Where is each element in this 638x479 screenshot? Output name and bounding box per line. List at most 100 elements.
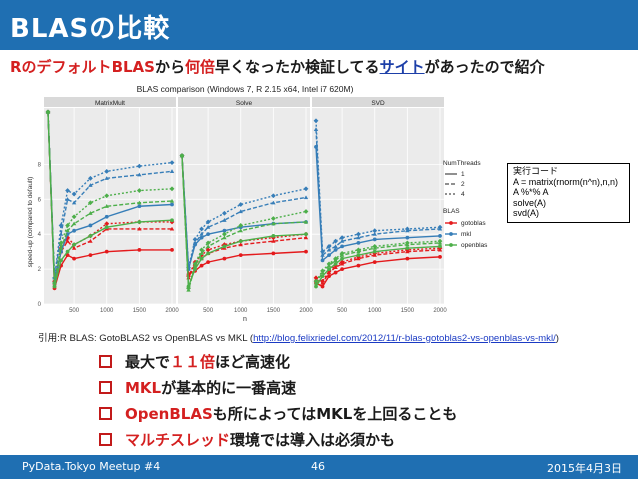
series-line-gotoblas-2 [181, 155, 307, 279]
bullet-list: 最大で１１倍ほど高速化 MKLが基本的に一番高速 OpenBLASも所によっては… [95, 349, 457, 453]
data-point [238, 239, 243, 244]
data-point [170, 247, 174, 252]
data-point [271, 221, 276, 226]
data-point [333, 247, 338, 252]
data-point [88, 253, 93, 258]
legend-blas-marker [449, 221, 453, 225]
slide-header: BLASの比較 [0, 0, 638, 50]
citation: 引用:R BLAS: GotoBLAS2 vs OpenBLAS vs MKL … [38, 330, 559, 344]
data-point [303, 209, 309, 214]
data-point [222, 231, 227, 237]
data-point [356, 235, 361, 240]
data-point [136, 188, 142, 193]
chart-y-axis-label: speed-up (compared to default) [27, 177, 34, 268]
legend-threads-label: 1 [461, 171, 465, 178]
checkbox-bullet-icon [99, 381, 112, 394]
data-point [199, 247, 204, 253]
bullet-text: ほど高速化 [215, 353, 291, 371]
data-point [333, 270, 338, 275]
bullet-text: が基本的に一番高速 [161, 379, 297, 397]
subtitle-part-4: 何倍 [184, 58, 215, 76]
panel-background [178, 108, 310, 304]
data-point [356, 247, 361, 253]
data-point [71, 221, 77, 226]
data-point [104, 204, 109, 208]
data-point [438, 254, 442, 259]
footer-date: 2015年4月3日 [547, 462, 622, 475]
subtitle-part-3: から [154, 58, 185, 76]
y-tick-label: 8 [38, 162, 42, 168]
code-box-title: 実行コード [513, 166, 559, 176]
x-tick-label: 1000 [100, 308, 114, 314]
panel-strip [178, 97, 310, 107]
data-point [304, 249, 308, 254]
data-point [326, 261, 332, 267]
citation-prefix: 引用:R BLAS: GotoBLAS2 vs OpenBLAS vs MKL … [38, 333, 254, 344]
slide-title: BLASの比較 [10, 14, 171, 44]
data-point [303, 219, 309, 224]
x-tick-label: 500 [69, 308, 80, 314]
data-point [320, 252, 325, 257]
bullet-item: OpenBLASも所によってはMKLを上回ることも [95, 401, 457, 427]
data-point [222, 244, 227, 249]
data-point [356, 241, 361, 245]
data-point [314, 284, 318, 289]
data-point [206, 251, 211, 256]
blas-comparison-figure: BLAS comparison (Windows 7, R 2.15 x64, … [20, 82, 460, 323]
data-point [205, 219, 211, 225]
data-point [304, 232, 308, 237]
subtitle-part-1: Rのデフォルト [10, 58, 112, 76]
data-point [65, 249, 70, 254]
data-point [238, 242, 243, 247]
panel-strip [312, 97, 444, 107]
data-point [271, 238, 276, 243]
data-point [137, 204, 142, 209]
data-point [327, 253, 331, 258]
data-point [356, 253, 361, 258]
data-point [88, 223, 93, 228]
legend-threads-label: 4 [461, 191, 465, 198]
data-point [222, 256, 227, 261]
data-point [271, 234, 276, 238]
data-point [206, 260, 211, 265]
series-line-openblas-4 [181, 155, 307, 289]
bullet-text: 最大で [125, 353, 171, 371]
data-point [65, 253, 70, 258]
data-point [333, 238, 338, 244]
data-point [88, 200, 93, 206]
data-point [372, 228, 378, 234]
data-point [205, 225, 211, 229]
y-tick-label: 4 [38, 232, 42, 238]
citation-suffix: ) [555, 333, 559, 344]
data-point [437, 224, 443, 230]
code-line: A %*% A [513, 187, 549, 197]
slide-footer: PyData.Tokyo Meetup #4 46 2015年4月3日 [0, 455, 638, 479]
data-point [205, 240, 211, 246]
data-point [438, 244, 442, 249]
legend-threads-title: NumThreads [443, 160, 481, 167]
data-point [72, 242, 77, 247]
legend-blas-label: mkl [461, 231, 472, 238]
data-point [238, 209, 243, 214]
series-line-mkl-4 [315, 120, 441, 254]
x-tick-label: 2000 [299, 308, 313, 314]
x-tick-label: 1500 [267, 308, 281, 314]
citation-link[interactable]: http://blog.felixriedel.com/2012/11/r-bl… [253, 333, 556, 344]
panel-strip-label: Solve [236, 100, 253, 107]
y-tick-label: 2 [38, 267, 42, 273]
data-point [222, 218, 227, 222]
data-point [192, 261, 198, 267]
series-line-mkl-2 [315, 129, 441, 257]
data-point [222, 228, 227, 233]
series-line-mkl-2 [181, 155, 307, 270]
data-point [71, 200, 77, 205]
x-tick-label: 1500 [401, 308, 415, 314]
subtitle-part-5: 早くなったか検証してる [215, 58, 380, 76]
data-point [59, 258, 63, 263]
slide-subtitle: RのデフォルトBLASから何倍早くなったか検証してるサイトがあったので紹介 [10, 56, 545, 77]
subtitle-link-site[interactable]: サイト [379, 58, 425, 76]
chart-legend: NumThreads 1 2 4 BLAS gotoblas mkl openblas [443, 158, 503, 268]
data-point [170, 218, 174, 223]
data-point [199, 235, 204, 240]
